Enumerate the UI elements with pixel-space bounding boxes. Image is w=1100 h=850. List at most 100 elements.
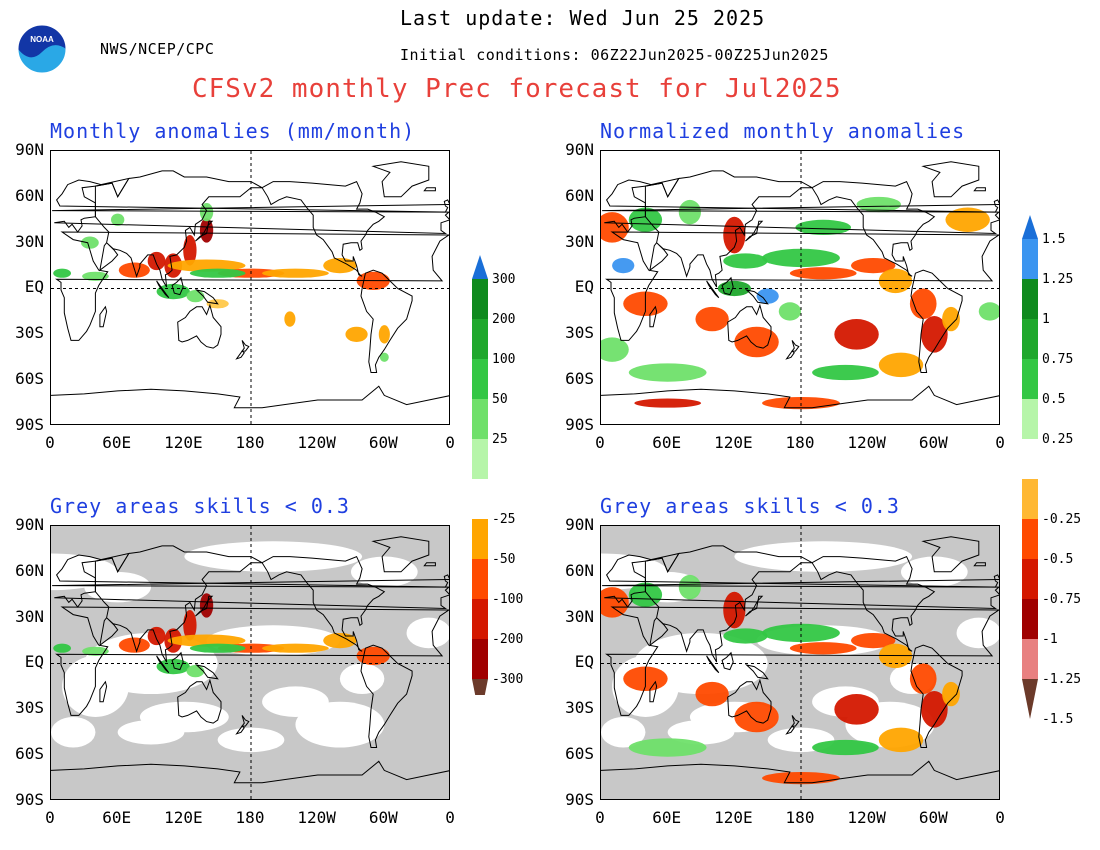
anomaly-patch	[851, 257, 896, 274]
colorbar-swatch	[472, 479, 488, 519]
colorbar-swatch	[1022, 239, 1038, 279]
colorbar-label: -0.5	[1042, 552, 1073, 567]
lon-label: 0	[595, 808, 605, 827]
anomaly-patch	[82, 271, 109, 281]
anomaly-patch	[942, 681, 960, 707]
anomaly-patch	[878, 352, 924, 378]
anomaly-patch	[921, 691, 948, 728]
lon-label: 180	[235, 808, 265, 827]
lon-label: 0	[45, 433, 55, 452]
map-bottom-right	[600, 525, 1000, 800]
anomaly-patch	[156, 283, 190, 300]
anomaly-patch	[762, 623, 840, 643]
anomaly-patch	[628, 582, 663, 607]
anomaly-patch	[379, 352, 389, 362]
colorbar-label: 0.5	[1042, 392, 1065, 407]
anomaly-patch	[82, 646, 109, 656]
anomaly-patch	[734, 701, 779, 733]
anomaly-patch	[942, 306, 960, 332]
lon-label: 60W	[918, 808, 948, 827]
colorbar-label: -1	[1042, 632, 1058, 647]
anomaly-patch	[262, 268, 329, 278]
anomaly-patch	[756, 288, 779, 304]
lat-label: EQ	[574, 277, 594, 297]
lon-label: 60E	[652, 433, 682, 452]
anomaly-patch	[762, 248, 840, 268]
colorbar-swatch	[1022, 359, 1038, 399]
lon-label: 0	[445, 433, 455, 452]
lat-label: 90S	[565, 789, 594, 809]
colorbar-label: 1.25	[1042, 272, 1073, 287]
colorbar-swatch	[472, 279, 488, 319]
lat-label: 30S	[15, 698, 44, 718]
colorbar-label: -50	[492, 552, 515, 567]
anomaly-patch	[778, 302, 801, 321]
initial-conditions: Initial conditions: 06Z22Jun2025-00Z25Ju…	[400, 46, 829, 64]
lat-label: 30N	[565, 231, 594, 251]
coastlines	[601, 161, 999, 409]
last-update: Last update: Wed Jun 25 2025	[400, 6, 766, 30]
anomaly-patch	[53, 643, 71, 653]
map-svg	[601, 526, 999, 799]
lon-label: 60W	[368, 433, 398, 452]
colorbar-swatch	[472, 359, 488, 399]
lat-label: 60N	[565, 185, 594, 205]
colorbar-label: -300	[492, 672, 523, 687]
lon-label: 60W	[368, 808, 398, 827]
colorbar-swatch	[472, 639, 488, 679]
map-top-right	[600, 150, 1000, 425]
lat-label: 60S	[15, 369, 44, 388]
anomaly-patch	[601, 212, 629, 243]
lat-label: 90N	[565, 515, 594, 534]
anomaly-patch	[628, 207, 663, 232]
anomaly-patch	[167, 634, 246, 647]
lon-label: 180	[235, 433, 265, 452]
lat-label: 30N	[15, 231, 44, 251]
anomaly-patch	[111, 213, 125, 226]
anomaly-patch	[147, 626, 166, 646]
lat-label: 60S	[15, 744, 44, 763]
lat-label: 90S	[565, 414, 594, 434]
colorbar-label: 0.75	[1042, 352, 1073, 367]
lon-label: 0	[595, 433, 605, 452]
anomaly-patch	[789, 642, 857, 655]
anomaly-patch	[628, 738, 707, 757]
anomaly-patch	[723, 253, 768, 269]
anomaly-patch	[612, 257, 635, 274]
anomaly-patch	[147, 251, 166, 271]
lon-label: 180	[785, 433, 815, 452]
anomaly-patch	[53, 268, 71, 278]
colorbar-label: -0.25	[1042, 512, 1081, 527]
lat-label: 90N	[15, 515, 44, 534]
map-bottom-left	[50, 525, 450, 800]
colorbar-swatch	[1022, 439, 1038, 479]
anomaly-patch	[167, 259, 246, 272]
colorbar-swatch	[1022, 599, 1038, 639]
lon-label: 120E	[164, 808, 203, 827]
colorbar-swatch	[472, 559, 488, 599]
lon-label: 60E	[102, 808, 132, 827]
colorbar-swatch	[1022, 479, 1038, 519]
map-svg	[51, 151, 449, 424]
lat-label: EQ	[574, 652, 594, 672]
lat-label: 90S	[15, 414, 44, 434]
lon-label: 120E	[714, 433, 753, 452]
svg-text:NOAA: NOAA	[30, 35, 54, 44]
panel-title-bottom-left: Grey areas skills < 0.3	[50, 494, 350, 518]
map-svg	[51, 526, 449, 799]
lat-label: 60S	[565, 369, 594, 388]
colorbar-swatch	[1022, 319, 1038, 359]
anomaly-patch	[851, 632, 896, 649]
lon-label: 60E	[102, 433, 132, 452]
colorbar-swatch	[1022, 519, 1038, 559]
noaa-logo: NOAA	[17, 18, 67, 80]
coastlines	[51, 536, 449, 784]
colorbar-label: -0.75	[1042, 592, 1081, 607]
anomaly-patch	[189, 643, 246, 653]
lon-label: 0	[995, 433, 1005, 452]
lat-label: EQ	[24, 277, 44, 297]
lat-label: 90N	[15, 140, 44, 159]
lat-label: 30S	[565, 698, 594, 718]
page-title: CFSv2 monthly Prec forecast for Jul2025	[192, 74, 842, 104]
coastlines	[601, 536, 999, 784]
